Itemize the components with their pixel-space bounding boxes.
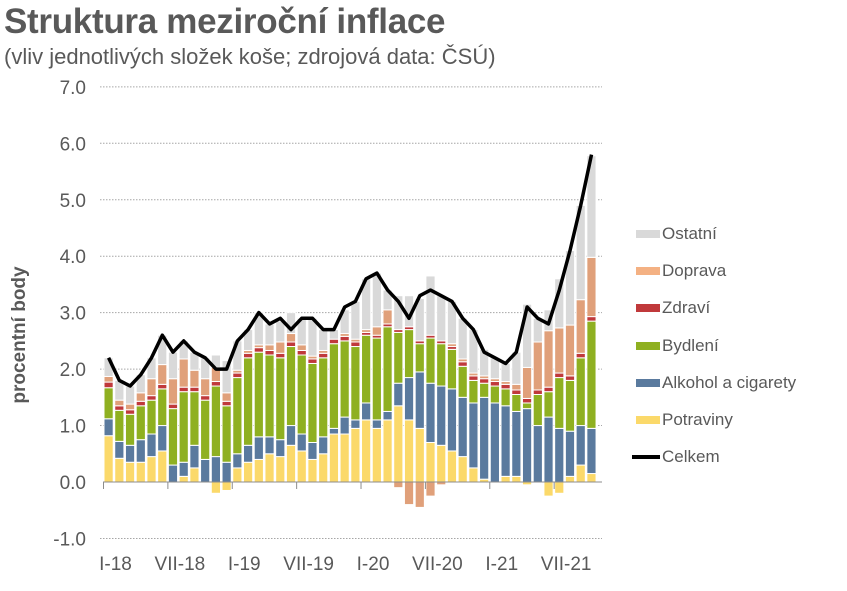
celkem-line [107, 154, 594, 388]
legend-label: Alkohol a cigarety [662, 372, 797, 392]
legend-label: Zdraví [662, 298, 711, 318]
svg-text:2.0: 2.0 [60, 360, 86, 381]
legend-swatch [636, 341, 660, 350]
legend-swatch [636, 229, 660, 238]
svg-text:1.0: 1.0 [60, 417, 86, 438]
svg-text:I-18: I-18 [99, 554, 132, 575]
svg-text:0.0: 0.0 [60, 473, 86, 494]
legend-item-ostatni: Ostatní [636, 215, 796, 252]
svg-text:VII-18: VII-18 [155, 554, 206, 575]
legend-swatch [636, 266, 660, 275]
svg-text:5.0: 5.0 [60, 191, 86, 212]
legend-line-swatch [632, 455, 660, 460]
svg-text:VII-21: VII-21 [541, 554, 592, 575]
svg-text:I-21: I-21 [485, 554, 518, 575]
x-axis: I-18 VII-18 I-19 VII-19 I-20 VII-20 I-21 VII-21 [99, 481, 602, 575]
legend-label: Potraviny [662, 410, 733, 430]
y-axis-ticks: 7.0 6.0 5.0 4.0 3.0 2.0 1.0 0.0 -1.0 [53, 78, 86, 551]
svg-text:VII-19: VII-19 [283, 554, 334, 575]
chart-subtitle: (vliv jednotlivých složek koše; zdrojová… [4, 44, 496, 69]
legend-item-zdravi: Zdraví [636, 290, 796, 327]
svg-text:6.0: 6.0 [60, 134, 86, 155]
legend-item-bydleni: Bydlení [636, 327, 796, 364]
legend-swatch [636, 378, 660, 387]
bars [103, 155, 597, 508]
legend-swatch [636, 304, 660, 313]
legend-item-doprava: Doprava [636, 252, 796, 289]
legend-item-celkem: Celkem [632, 439, 796, 476]
svg-text:4.0: 4.0 [60, 247, 86, 268]
legend-swatch [636, 416, 660, 425]
legend-item-potraviny: Potraviny [636, 401, 796, 438]
svg-text:I-20: I-20 [357, 554, 390, 575]
chart-title: Struktura meziroční inflace [4, 2, 446, 41]
legend-label: Bydlení [662, 335, 719, 355]
svg-text:VII-20: VII-20 [412, 554, 463, 575]
legend-item-alkohol: Alkohol a cigarety [636, 364, 796, 401]
legend: Ostatní Doprava Zdraví Bydlení Alkohol a… [632, 215, 796, 476]
legend-label: Doprava [662, 260, 727, 280]
svg-text:3.0: 3.0 [60, 304, 86, 325]
legend-label: Celkem [662, 447, 720, 467]
svg-text:7.0: 7.0 [60, 78, 86, 99]
legend-label: Ostatní [662, 223, 717, 243]
svg-text:I-19: I-19 [228, 554, 261, 575]
svg-text:-1.0: -1.0 [53, 529, 86, 550]
